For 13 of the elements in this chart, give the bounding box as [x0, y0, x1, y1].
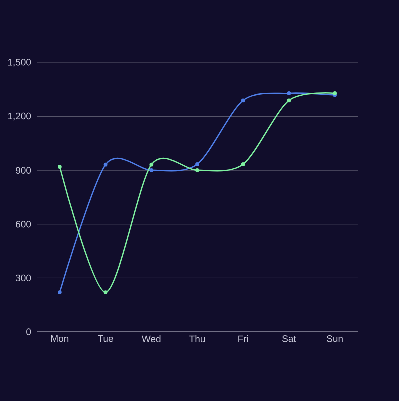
y-tick-label: 300 — [16, 274, 32, 282]
x-tick-label: Wed — [142, 336, 161, 343]
y-tick-label: 0 — [26, 328, 32, 336]
y-tick-label: 900 — [16, 167, 32, 174]
y-tick-label: 1,200 — [8, 112, 32, 121]
x-tick-label: Sat — [282, 336, 296, 342]
x-tick-label: Thu — [190, 336, 206, 343]
y-tick-label: 600 — [16, 221, 32, 228]
y-tick-label: 1,500 — [8, 59, 32, 67]
x-tick-label: Fri — [238, 336, 248, 342]
x-tick-label: Sun — [327, 336, 343, 342]
x-tick-label: Tue — [98, 336, 114, 342]
x-tick-label: Mon — [51, 336, 69, 342]
